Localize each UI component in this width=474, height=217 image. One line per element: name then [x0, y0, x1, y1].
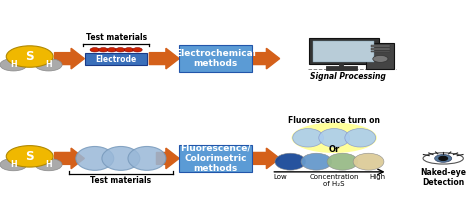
Ellipse shape	[102, 146, 140, 170]
Circle shape	[0, 158, 27, 171]
Text: Fluorescence turn on: Fluorescence turn on	[288, 116, 380, 125]
FancyBboxPatch shape	[309, 38, 379, 64]
FancyArrow shape	[251, 48, 280, 69]
FancyArrow shape	[55, 148, 84, 169]
Circle shape	[90, 48, 100, 52]
Circle shape	[99, 48, 108, 52]
Text: Concentration
of H₂S: Concentration of H₂S	[310, 174, 359, 187]
Text: S: S	[26, 150, 34, 163]
Ellipse shape	[423, 153, 463, 164]
Text: H: H	[46, 60, 52, 69]
FancyBboxPatch shape	[371, 51, 390, 52]
Ellipse shape	[275, 153, 306, 170]
Text: H: H	[10, 60, 17, 69]
Text: Electrode: Electrode	[95, 55, 137, 64]
FancyBboxPatch shape	[366, 43, 394, 69]
FancyArrow shape	[251, 148, 280, 169]
Circle shape	[35, 59, 62, 71]
Ellipse shape	[292, 123, 377, 153]
Text: S: S	[26, 50, 34, 63]
Ellipse shape	[345, 128, 375, 147]
Circle shape	[107, 48, 117, 52]
FancyBboxPatch shape	[371, 45, 390, 47]
FancyBboxPatch shape	[85, 53, 147, 65]
Circle shape	[116, 48, 125, 52]
Text: Signal Processing: Signal Processing	[310, 72, 386, 81]
Circle shape	[6, 146, 53, 167]
Ellipse shape	[327, 153, 358, 170]
Text: Or: Or	[328, 145, 340, 154]
Ellipse shape	[353, 153, 384, 170]
Circle shape	[435, 155, 452, 162]
Ellipse shape	[319, 128, 349, 147]
Text: H: H	[10, 160, 17, 169]
Text: Test materials: Test materials	[86, 33, 146, 42]
Text: Fluorescence/
Colorimetric
methods: Fluorescence/ Colorimetric methods	[181, 143, 251, 173]
Circle shape	[373, 55, 388, 62]
Ellipse shape	[128, 146, 166, 170]
Circle shape	[124, 48, 134, 52]
Circle shape	[439, 156, 447, 160]
FancyBboxPatch shape	[179, 145, 252, 172]
FancyArrow shape	[149, 48, 179, 69]
Text: Naked-eye
Detection: Naked-eye Detection	[420, 168, 466, 187]
FancyArrow shape	[55, 48, 84, 69]
FancyArrow shape	[156, 148, 179, 169]
Text: High: High	[369, 174, 385, 180]
Circle shape	[6, 46, 53, 67]
FancyBboxPatch shape	[313, 41, 374, 62]
Text: H: H	[46, 160, 52, 169]
Text: Low: Low	[273, 174, 288, 180]
Circle shape	[35, 158, 62, 171]
Ellipse shape	[76, 146, 114, 170]
Text: Test materials: Test materials	[91, 176, 151, 185]
Ellipse shape	[301, 153, 332, 170]
Circle shape	[133, 48, 142, 52]
Text: Electrochemical
methods: Electrochemical methods	[175, 49, 256, 68]
FancyBboxPatch shape	[179, 45, 252, 72]
FancyBboxPatch shape	[371, 48, 390, 49]
Ellipse shape	[292, 128, 323, 147]
Circle shape	[0, 59, 27, 71]
